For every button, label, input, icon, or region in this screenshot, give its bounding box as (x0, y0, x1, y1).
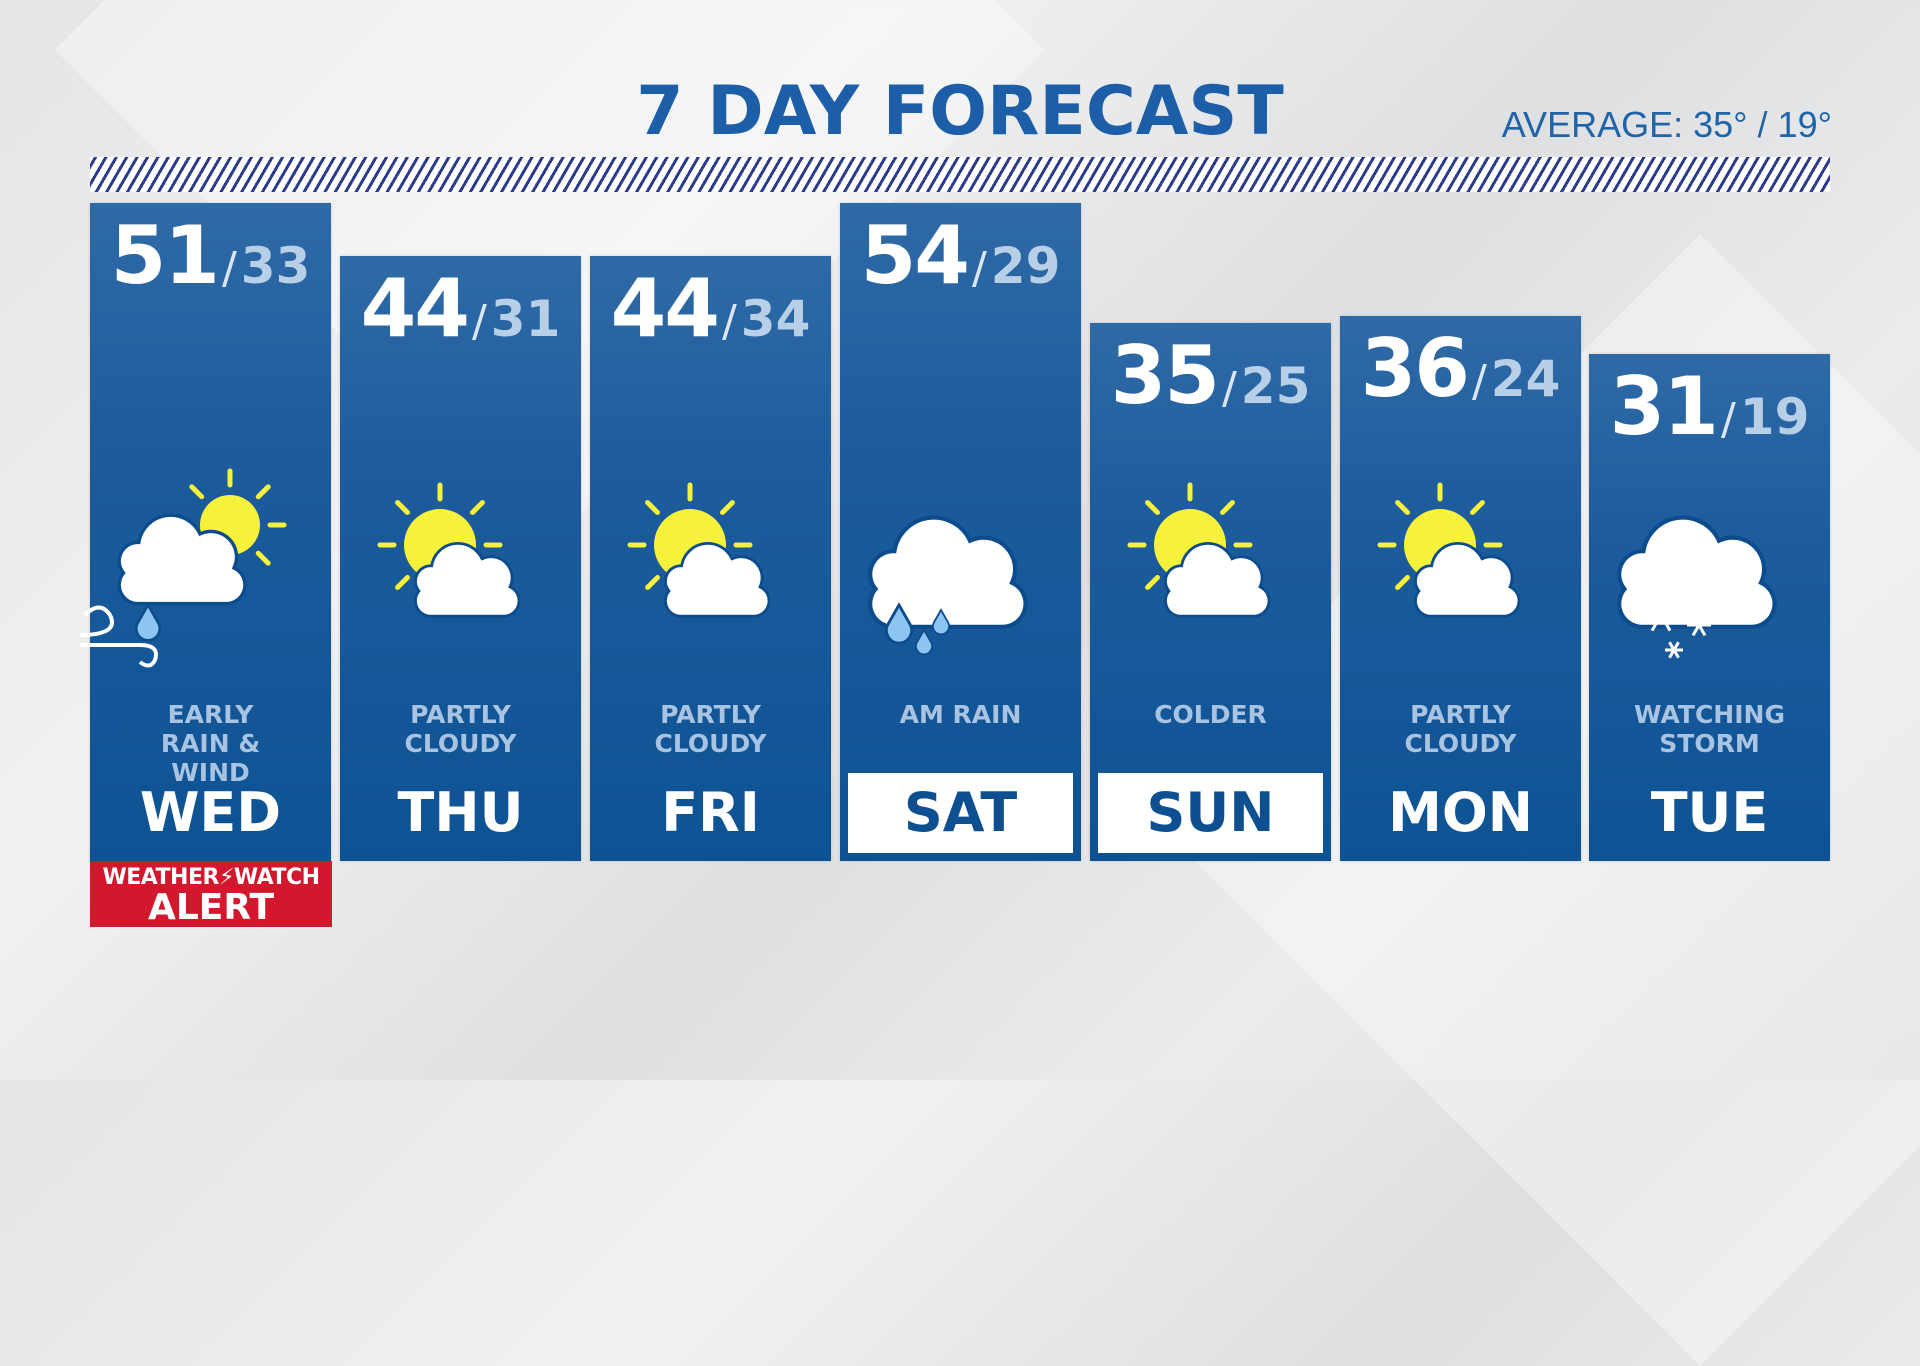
temperature: 51/33 (90, 209, 331, 302)
low-temp: 29 (990, 237, 1061, 295)
forecast-day-wed: 51/33 EARLY RAIN & WIND WED (79, 203, 331, 861)
temperature: 31/19 (1589, 360, 1830, 453)
forecast-day-sat: 54/29 AM RAIN SAT (840, 203, 1081, 861)
partly-cloudy-icon (1127, 482, 1271, 618)
forecast-day-tue: 31/19 WATCHING STORM TUE (1589, 354, 1830, 861)
high-temp: 31 (1609, 360, 1719, 453)
temperature: 36/24 (1340, 322, 1581, 415)
condition-text: COLDER (1154, 700, 1267, 729)
temperature: 44/34 (590, 262, 831, 355)
high-temp: 35 (1110, 329, 1220, 422)
temp-separator: / (1221, 363, 1237, 414)
forecast-day-mon: 36/24 PARTLY CLOUDY MON (1340, 316, 1581, 861)
temp-separator: / (1471, 356, 1487, 407)
temperature: 54/29 (840, 209, 1081, 302)
day-label: SUN (1098, 773, 1323, 853)
day-label: MON (1388, 781, 1533, 844)
temperature: 35/25 (1090, 329, 1331, 422)
day-label: FRI (661, 781, 760, 844)
partly-cloudy-icon (377, 482, 521, 618)
low-temp: 34 (740, 290, 811, 348)
condition-text: AM RAIN (899, 700, 1022, 729)
condition-text: PARTLY CLOUDY (1404, 700, 1517, 758)
day-label: SAT (848, 773, 1073, 853)
condition-text: WATCHING STORM (1634, 700, 1785, 758)
low-temp: 31 (490, 290, 561, 348)
high-temp: 54 (860, 209, 970, 302)
partly-cloudy-icon (1377, 482, 1521, 618)
temp-separator: / (1720, 394, 1736, 445)
condition-text: PARTLY CLOUDY (404, 700, 517, 758)
alert-line1: WEATHER⚡WATCH (102, 865, 320, 890)
weather-watch-alert-badge: WEATHER⚡WATCH ALERT (90, 861, 332, 927)
high-temp: 44 (610, 262, 720, 355)
day-label: THU (397, 781, 524, 844)
temp-separator: / (221, 243, 237, 294)
page-title: 7 DAY FORECAST (636, 72, 1284, 151)
day-label: TUE (1650, 781, 1769, 844)
low-temp: 33 (240, 237, 311, 295)
temp-separator: / (971, 243, 987, 294)
alert-line2: ALERT (147, 887, 275, 928)
forecast-day-thu: 44/31 PARTLY CLOUDY THU (340, 256, 581, 861)
rain-icon (868, 515, 1028, 656)
temp-separator: / (721, 296, 737, 347)
forecast-day-sun: 35/25 COLDER SUN (1090, 323, 1331, 861)
low-temp: 19 (1739, 388, 1810, 446)
day-label: WED (139, 781, 282, 844)
rain-wind-sun-icon (79, 468, 287, 668)
high-temp: 36 (1360, 322, 1470, 415)
partly-cloudy-icon (627, 482, 771, 618)
low-temp: 25 (1240, 357, 1311, 415)
low-temp: 24 (1490, 350, 1561, 408)
condition-text: PARTLY CLOUDY (654, 700, 767, 758)
condition-text: EARLY RAIN & WIND (160, 700, 261, 787)
forecast-day-fri: 44/34 PARTLY CLOUDY FRI (590, 256, 831, 861)
hatched-divider (90, 157, 1830, 192)
temp-separator: / (471, 296, 487, 347)
high-temp: 44 (360, 262, 470, 355)
snow-icon (1617, 515, 1777, 659)
temperature: 44/31 (340, 262, 581, 355)
high-temp: 51 (110, 209, 220, 302)
average-temps: AVERAGE: 35° / 19° (1501, 104, 1832, 145)
